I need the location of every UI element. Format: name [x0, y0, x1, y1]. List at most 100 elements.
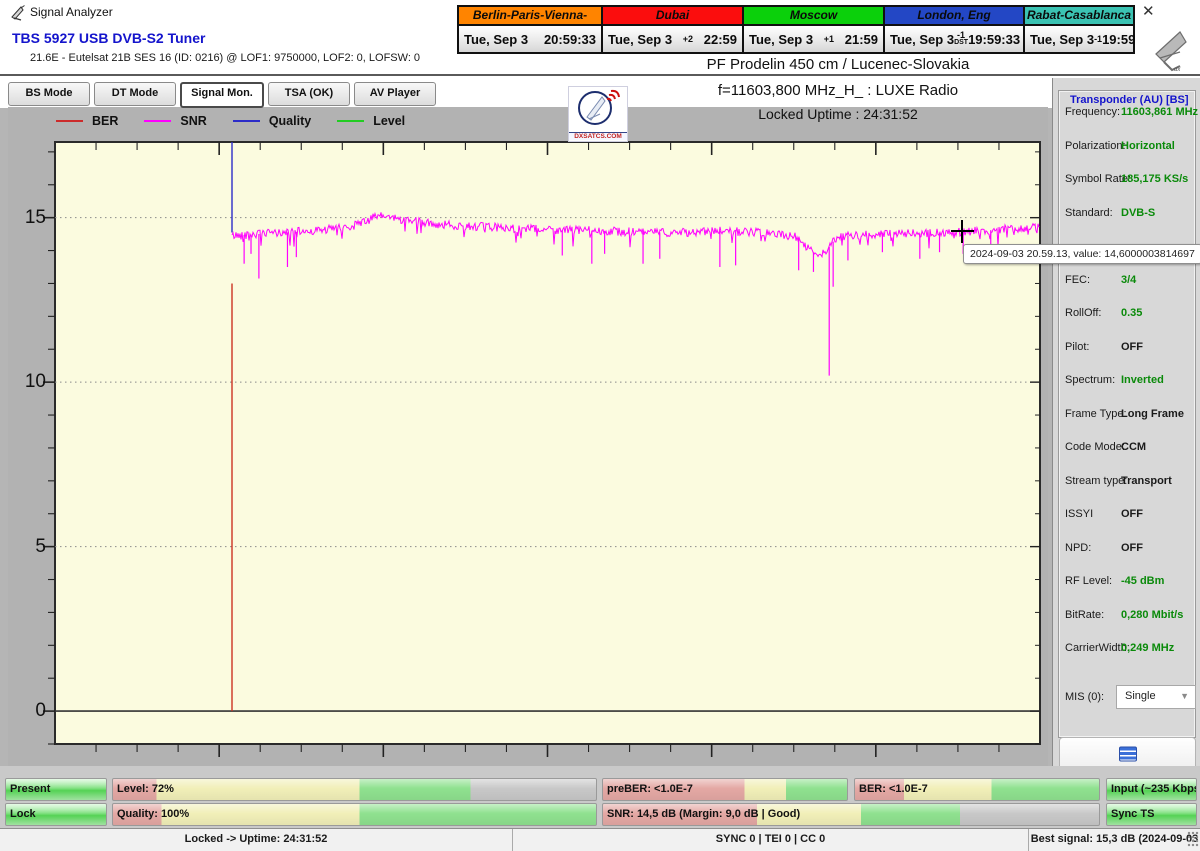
clock-value: 21:59: [844, 31, 878, 47]
transponder-row: Stream type: Transport: [1065, 475, 1195, 487]
dxsatcs-logo-art: [578, 89, 620, 125]
mis-select[interactable]: Single ▼: [1116, 685, 1196, 709]
transponder-row-label: BitRate:: [1065, 608, 1105, 621]
clock-city: Rabat-Casablanca: [1025, 7, 1133, 26]
legend-swatch-quality: [232, 120, 260, 122]
transponder-row-value: OFF: [1121, 541, 1143, 554]
header-divider: [0, 74, 1200, 76]
meter-snr: SNR: 14,5 dB (Margin: 9,0 dB | Good): [602, 803, 1100, 826]
transponder-row: RollOff: 0.35: [1065, 307, 1195, 319]
mode-button-signal-mon-[interactable]: Signal Mon.: [180, 82, 264, 108]
transponder-row-label: Stream type:: [1065, 474, 1128, 487]
transponder-row-label: FEC:: [1065, 273, 1091, 286]
transponder-row-label: Polarization:: [1065, 139, 1126, 152]
chart-tooltip: 2024-09-03 20.59.13, value: 14,600000381…: [963, 244, 1200, 264]
transponder-row-value: Long Frame: [1121, 407, 1184, 420]
transponder-row: RF Level: -45 dBm: [1065, 575, 1195, 587]
transponder-row: Symbol Rate: 185,175 KS/s: [1065, 173, 1195, 185]
transponder-row: CarrierWidth: 0,249 MHz: [1065, 642, 1195, 654]
tuner-subtitle: 21.6E - Eutelsat 21B SES 16 (ID: 0216) @…: [30, 52, 421, 64]
clock-column: Rabat-Casablanca Tue, Sep 3 -1 19:59: [1025, 7, 1135, 52]
legend-item: SNR: [144, 114, 207, 128]
bar-label: Level: 72%: [117, 783, 174, 795]
transponder-row-label: Frequency:: [1065, 106, 1121, 118]
transponder-row-label: Pilot:: [1065, 340, 1090, 353]
clock-time: Tue, Sep 3 +1 21:59: [744, 26, 883, 52]
transponder-row-value: Inverted: [1121, 374, 1164, 386]
clock-city: Moscow: [744, 7, 883, 26]
clock-value: 20:59:33: [543, 31, 596, 47]
mode-button-tsa-ok-[interactable]: TSA (OK): [268, 82, 350, 106]
transponder-row-label: Code Mode:: [1065, 441, 1125, 453]
legend-swatch-level: [337, 120, 365, 122]
bar-sheen: [6, 804, 106, 825]
mode-button-bs-mode[interactable]: BS Mode: [8, 82, 90, 106]
clock-city: London, Eng: [885, 7, 1023, 26]
transport-list-button[interactable]: [1059, 737, 1196, 770]
transponder-row-label: NPD:: [1065, 541, 1092, 554]
transponder-row-value: OFF: [1121, 340, 1143, 353]
world-clock-panel: Berlin-Paris-Vienna-Roma Tue, Sep 3 20:59:…: [457, 5, 1135, 54]
clock-time: Tue, Sep 3 -1 19:59: [1025, 26, 1135, 52]
resize-grip[interactable]: [1187, 831, 1199, 847]
bar-sheen: [1107, 779, 1196, 800]
plot-area[interactable]: [8, 107, 1048, 766]
chevron-down-icon: ▼: [1180, 691, 1189, 701]
transponder-title: Transponder (AU) [BS]: [1067, 94, 1192, 106]
bar-label: Quality: 100%: [117, 808, 190, 820]
legend-item: Level: [337, 114, 405, 128]
clock-city: Berlin-Paris-Vienna-Roma: [459, 7, 601, 26]
list-icon: [1118, 746, 1137, 761]
clock-city: Dubai: [603, 7, 742, 26]
satellite-dish-icon: dx: [1155, 31, 1187, 72]
plot-background: [54, 141, 1041, 745]
transponder-row: Spectrum: Inverted: [1065, 374, 1195, 386]
bar-label: BER: <1.0E-7: [859, 783, 928, 795]
indicator-present: Present: [5, 778, 107, 801]
transponder-row: Polarization: Horizontal: [1065, 140, 1195, 152]
clock-date: Tue, Sep 3: [464, 31, 529, 47]
mode-button-dt-mode[interactable]: DT Mode: [94, 82, 176, 106]
transponder-row-value: -45 dBm: [1121, 575, 1165, 587]
bar-label: Present: [10, 783, 51, 795]
bar-label: Input (~235 Kbps): [1111, 783, 1197, 795]
dxsatcs-logo-text: DXSATCS.COM: [569, 132, 627, 140]
transponder-row-value: CCM: [1121, 441, 1147, 453]
y-axis-label: 0: [35, 700, 46, 722]
y-axis-label: 15: [24, 206, 46, 228]
close-icon[interactable]: ✕: [1142, 3, 1155, 20]
transponder-row-value: Transport: [1121, 474, 1172, 487]
clock-column: London, Eng Tue, Sep 3 -1 DST 19:59:33: [885, 7, 1025, 52]
clock-date: Tue, Sep 3: [1030, 31, 1095, 47]
transponder-row-value: OFF: [1121, 508, 1143, 520]
legend-label: SNR: [180, 114, 207, 128]
transponder-row-label: CarrierWidth:: [1065, 642, 1130, 654]
transponder-row: Frame Type: Long Frame: [1065, 408, 1195, 420]
transponder-row-label: Frame Type:: [1065, 407, 1127, 420]
transponder-row-label: Symbol Rate:: [1065, 173, 1132, 185]
transponder-row: Frequency: 11603,861 MHz: [1065, 106, 1199, 118]
signal-chart[interactable]: BER SNR Quality Level 0 5 10 15: [8, 107, 1048, 766]
legend-item: Quality: [232, 114, 311, 128]
transponder-row: Code Mode: CCM: [1065, 441, 1195, 453]
frequency-line: f=11603,800 MHz_H_ : LUXE Radio: [717, 82, 959, 99]
transponder-row: ISSYI OFF: [1065, 508, 1195, 520]
transponder-row-value: 0,249 MHz: [1121, 642, 1175, 654]
transponder-row-label: Spectrum:: [1065, 374, 1116, 386]
transponder-row-value: 11603,861 MHz: [1121, 106, 1199, 118]
bar-sheen: [603, 779, 847, 800]
clock-date: Tue, Sep 3: [890, 31, 955, 47]
crosshair-cursor: [961, 220, 963, 243]
transponder-row-value: 0.35: [1121, 307, 1143, 319]
clock-value: 22:59: [703, 31, 737, 47]
clock-column: Dubai Tue, Sep 3 +2 22:59: [603, 7, 744, 52]
mode-button-av-player[interactable]: AV Player: [354, 82, 436, 106]
transponder-row-label: Standard:: [1065, 206, 1113, 219]
clock-date: Tue, Sep 3: [608, 31, 673, 47]
clock-time: Tue, Sep 3 +2 22:59: [603, 26, 742, 52]
bar-sheen: [113, 779, 596, 800]
transponder-row: NPD: OFF: [1065, 542, 1195, 554]
transponder-row-label: RollOff:: [1065, 307, 1102, 319]
transponder-row-label: RF Level:: [1065, 575, 1113, 587]
clock-utc-offset: +2: [682, 34, 694, 44]
